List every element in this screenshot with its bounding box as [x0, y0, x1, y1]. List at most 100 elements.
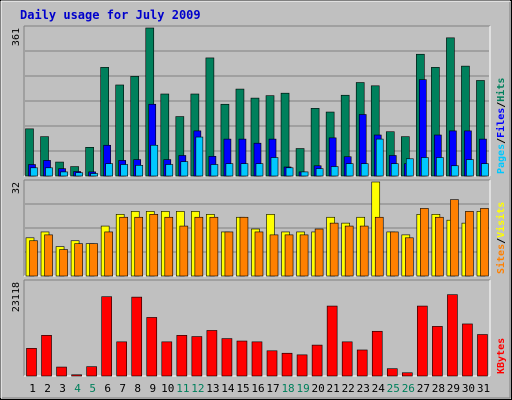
- pages-bar: [45, 167, 53, 177]
- kbytes-bar: [402, 372, 413, 377]
- series-label-pages: Pages: [496, 144, 507, 174]
- kbytes-bar: [221, 338, 233, 377]
- pages-bar: [75, 172, 83, 177]
- sites-bar: [89, 243, 98, 277]
- kbytes-bar: [131, 296, 143, 377]
- pages-bar: [135, 165, 144, 177]
- sites-bar: [284, 234, 294, 277]
- sites-bar: [134, 216, 144, 277]
- kbytes-bar: [266, 350, 278, 377]
- sites-bar: [119, 216, 128, 277]
- series-label-kbytes: KBytes: [496, 338, 507, 374]
- sites-bar: [420, 208, 429, 277]
- sites-bar: [29, 240, 38, 277]
- day-label: 10: [161, 382, 174, 395]
- day-label: 2: [44, 382, 51, 395]
- pages-bar: [105, 163, 113, 177]
- day-label: 23: [357, 382, 370, 395]
- pages-bar: [406, 158, 414, 177]
- sites-bar: [314, 228, 324, 277]
- kbytes-ymax-label: 23118: [11, 282, 22, 312]
- kbytes-bar: [296, 354, 308, 377]
- day-label: 5: [89, 382, 96, 395]
- day-label: 19: [296, 382, 309, 395]
- kbytes-bar: [477, 334, 488, 377]
- sites-bar: [480, 208, 489, 277]
- day-label: 31: [477, 382, 490, 395]
- sites-bar: [450, 199, 459, 277]
- day-label: 3: [59, 382, 66, 395]
- kbytes-bar: [251, 341, 263, 377]
- kbytes-bar: [116, 341, 127, 377]
- series-label-visits: Visits: [495, 202, 507, 238]
- sites-bar: [465, 211, 474, 277]
- day-label: 15: [236, 382, 249, 395]
- kbytes-bar: [432, 326, 443, 377]
- day-label: 16: [251, 382, 264, 395]
- pages-bar: [466, 159, 474, 177]
- visits-sites-series-label: Sites/Visits: [495, 202, 507, 274]
- day-label: 21: [327, 382, 340, 395]
- day-label: 24: [372, 382, 386, 395]
- sites-bar: [149, 214, 159, 277]
- pages-bar: [330, 166, 339, 177]
- sites-bar: [359, 225, 369, 277]
- series-label-files: Files: [495, 108, 507, 138]
- sites-bar: [239, 216, 249, 277]
- day-label: 13: [206, 382, 219, 395]
- kbytes-bar: [146, 317, 158, 377]
- series-label-separator: /: [496, 238, 507, 244]
- day-label: 11: [176, 382, 189, 395]
- sites-bar: [194, 216, 204, 277]
- chart-title: Daily usage for July 2009: [20, 8, 201, 22]
- day-label: 7: [119, 382, 126, 395]
- sites-bar: [44, 234, 53, 277]
- day-label: 6: [104, 382, 111, 395]
- pages-bar: [180, 161, 189, 177]
- sites-bar: [405, 237, 414, 277]
- day-label: 27: [417, 382, 430, 395]
- day-label: 22: [342, 382, 355, 395]
- sites-bar: [344, 225, 354, 277]
- day-label: 4: [74, 382, 81, 395]
- sites-bar: [209, 216, 219, 277]
- pages-bar: [360, 163, 369, 177]
- day-label: 26: [402, 382, 415, 395]
- pages-bar: [255, 163, 264, 177]
- series-label-separator: /: [496, 102, 507, 108]
- kbytes-series-label: KBytes: [496, 338, 507, 374]
- series-label-hits: Hits: [495, 78, 507, 102]
- sites-bar: [329, 222, 339, 277]
- kbytes-bar: [176, 335, 188, 377]
- kbytes-bar: [281, 352, 293, 377]
- sites-bar: [435, 216, 444, 277]
- sites-bar: [269, 234, 279, 277]
- series-label-sites: Sites: [495, 244, 507, 274]
- kbytes-bar: [311, 344, 323, 377]
- sites-bar: [389, 231, 399, 277]
- kbytes-bar: [417, 305, 428, 377]
- pages-bar: [375, 138, 384, 177]
- kbytes-bar: [26, 348, 37, 377]
- kbytes-bar: [371, 330, 383, 377]
- pages-bar: [451, 165, 459, 177]
- pages-bar: [225, 163, 234, 177]
- kbytes-bar: [41, 335, 52, 377]
- day-label: 9: [149, 382, 156, 395]
- kbytes-bar: [236, 340, 248, 377]
- kbytes-bar: [161, 341, 173, 377]
- pages-bar: [165, 164, 174, 177]
- pages-bar: [436, 157, 444, 177]
- kbytes-bar: [462, 323, 473, 377]
- day-label: 20: [312, 382, 325, 395]
- day-label: 1: [29, 382, 36, 395]
- pages-bar: [315, 168, 324, 177]
- kbytes-bar: [101, 296, 112, 377]
- sites-bar: [254, 231, 264, 277]
- day-label: 14: [221, 382, 235, 395]
- kbytes-bar: [71, 374, 82, 377]
- pages-bar: [390, 163, 399, 177]
- pages-bar: [120, 164, 128, 177]
